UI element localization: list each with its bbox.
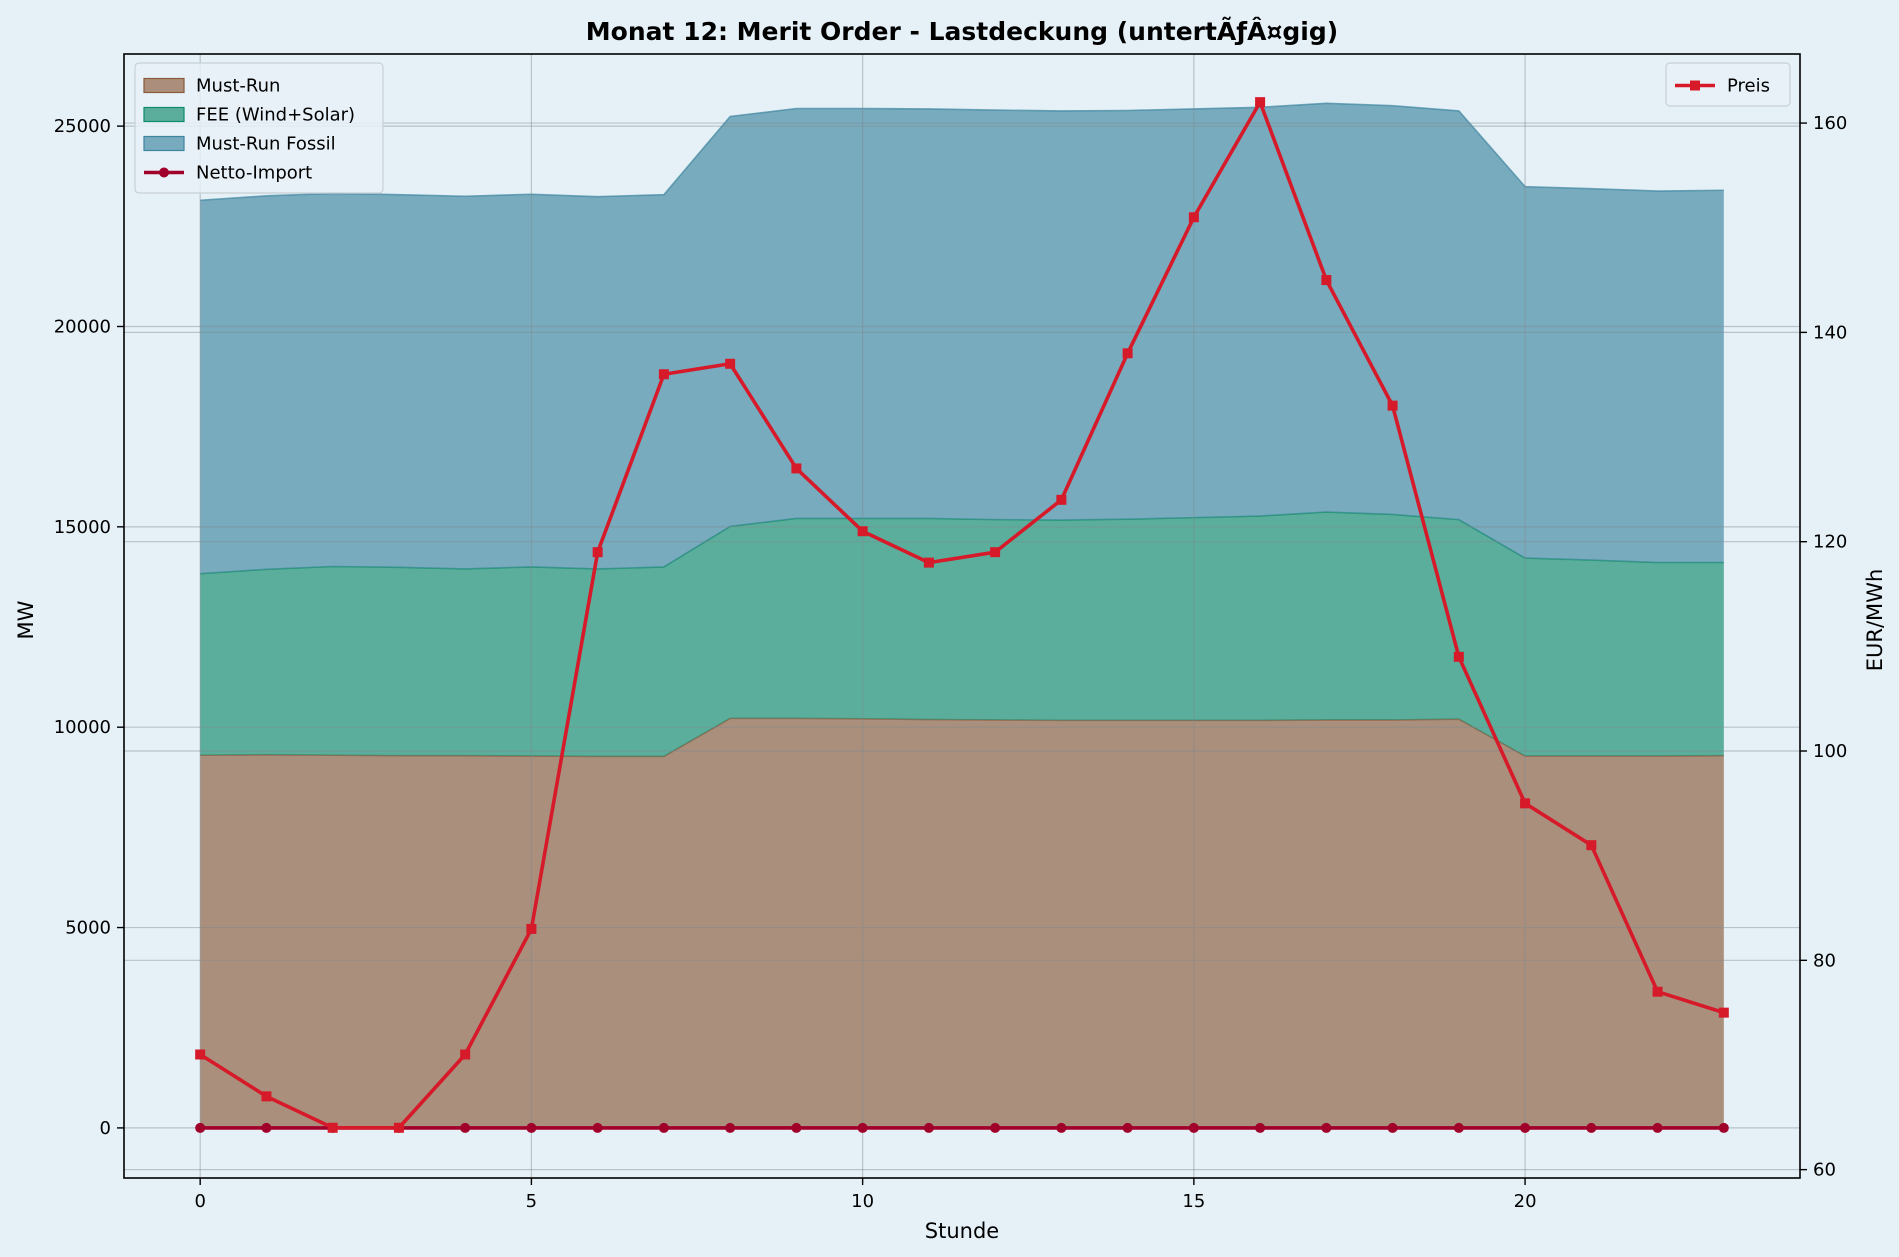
legend-box bbox=[1665, 62, 1791, 107]
y2-tick-label: 60 bbox=[1813, 1160, 1836, 1181]
y-tick-label: 25000 bbox=[54, 116, 111, 137]
y-tick-label: 15000 bbox=[54, 517, 111, 538]
price-point bbox=[725, 358, 736, 369]
price-point bbox=[195, 1049, 206, 1060]
import-point bbox=[658, 1122, 669, 1133]
x-tick-label: 10 bbox=[851, 1191, 874, 1212]
legend-entry: FEE (Wind+Solar) bbox=[196, 105, 355, 126]
y-tick-label: 10000 bbox=[54, 717, 111, 738]
y-axis-label: MW bbox=[14, 600, 38, 639]
import-point bbox=[1056, 1122, 1067, 1133]
legend-entry: Preis bbox=[1727, 76, 1770, 97]
legend-marker bbox=[159, 167, 169, 178]
price-point bbox=[857, 526, 868, 537]
price-point bbox=[460, 1049, 471, 1060]
price-point bbox=[1122, 348, 1133, 359]
legend-left: Must-Run FEE (Wind+Solar) Must-Run Fossil N… bbox=[134, 62, 384, 194]
import-point bbox=[1255, 1122, 1266, 1133]
area-2 bbox=[200, 512, 1724, 757]
price-point bbox=[1255, 97, 1266, 108]
y2-tick-label: 140 bbox=[1813, 322, 1847, 343]
legend-entry: Netto-Import bbox=[196, 163, 312, 184]
import-point bbox=[1453, 1122, 1464, 1133]
import-point bbox=[923, 1122, 934, 1133]
import-point bbox=[592, 1122, 603, 1133]
import-point bbox=[791, 1122, 802, 1133]
import-point bbox=[1387, 1122, 1398, 1133]
y2-tick-label: 120 bbox=[1813, 532, 1847, 553]
price-point bbox=[327, 1122, 338, 1133]
price-point bbox=[393, 1122, 404, 1133]
import-point bbox=[857, 1122, 868, 1133]
price-point bbox=[261, 1091, 272, 1102]
price-point bbox=[923, 557, 934, 568]
price-point bbox=[1056, 494, 1067, 505]
y2-tick-label: 80 bbox=[1813, 950, 1836, 971]
line-preis bbox=[199, 100, 1725, 1130]
import-point bbox=[261, 1122, 272, 1133]
price-point bbox=[526, 923, 537, 934]
import-point bbox=[1652, 1122, 1663, 1133]
chart-title: Monat 12: Merit Order - Lastdeckung (unt… bbox=[586, 17, 1338, 46]
price-point bbox=[592, 547, 603, 558]
import-point bbox=[1520, 1122, 1531, 1133]
legend-swatch bbox=[143, 106, 185, 123]
legend-right: Preis bbox=[1665, 62, 1791, 107]
y2-tick-label: 160 bbox=[1813, 113, 1847, 134]
y-tick-label: 20000 bbox=[54, 316, 111, 337]
plot-frame bbox=[123, 53, 1801, 1179]
area-edge-3 bbox=[200, 102, 1724, 202]
y2-tick-label: 100 bbox=[1813, 741, 1847, 762]
import-point bbox=[1586, 1122, 1597, 1133]
area-3 bbox=[200, 103, 1724, 574]
import-point bbox=[1188, 1122, 1199, 1133]
price-point bbox=[1188, 212, 1199, 223]
import-point bbox=[1321, 1122, 1332, 1133]
x-tick-label: 15 bbox=[1182, 1191, 1205, 1212]
import-point bbox=[990, 1122, 1001, 1133]
area-1 bbox=[200, 718, 1724, 1128]
legend-entry: Must-Run bbox=[196, 76, 280, 97]
price-point bbox=[1718, 1007, 1729, 1018]
legend-swatch bbox=[143, 77, 185, 94]
import-point bbox=[1718, 1122, 1729, 1133]
price-point bbox=[658, 369, 669, 380]
y-tick-label: 5000 bbox=[65, 918, 111, 939]
x-tick-label: 0 bbox=[194, 1191, 205, 1212]
price-point bbox=[1520, 798, 1531, 809]
import-point bbox=[460, 1122, 471, 1133]
price-point bbox=[1453, 651, 1464, 662]
price-point bbox=[1387, 400, 1398, 411]
legend-swatch bbox=[143, 135, 185, 152]
y-tick-label: 0 bbox=[100, 1118, 111, 1139]
price-point bbox=[1652, 986, 1663, 997]
x-tick-label: 20 bbox=[1514, 1191, 1537, 1212]
price-point bbox=[990, 547, 1001, 558]
price-point bbox=[1586, 840, 1597, 851]
price-point bbox=[1321, 275, 1332, 286]
x-tick-label: 5 bbox=[526, 1191, 537, 1212]
x-axis-label: Stunde bbox=[925, 1219, 999, 1243]
import-point bbox=[526, 1122, 537, 1133]
import-point bbox=[195, 1122, 206, 1133]
price-point bbox=[791, 463, 802, 474]
legend-entry: Must-Run Fossil bbox=[196, 134, 336, 155]
y2-axis-label: EUR/MWh bbox=[1863, 569, 1887, 672]
import-point bbox=[725, 1122, 736, 1133]
legend-box bbox=[134, 62, 384, 194]
import-point bbox=[1122, 1122, 1133, 1133]
legend-marker bbox=[1690, 80, 1700, 91]
